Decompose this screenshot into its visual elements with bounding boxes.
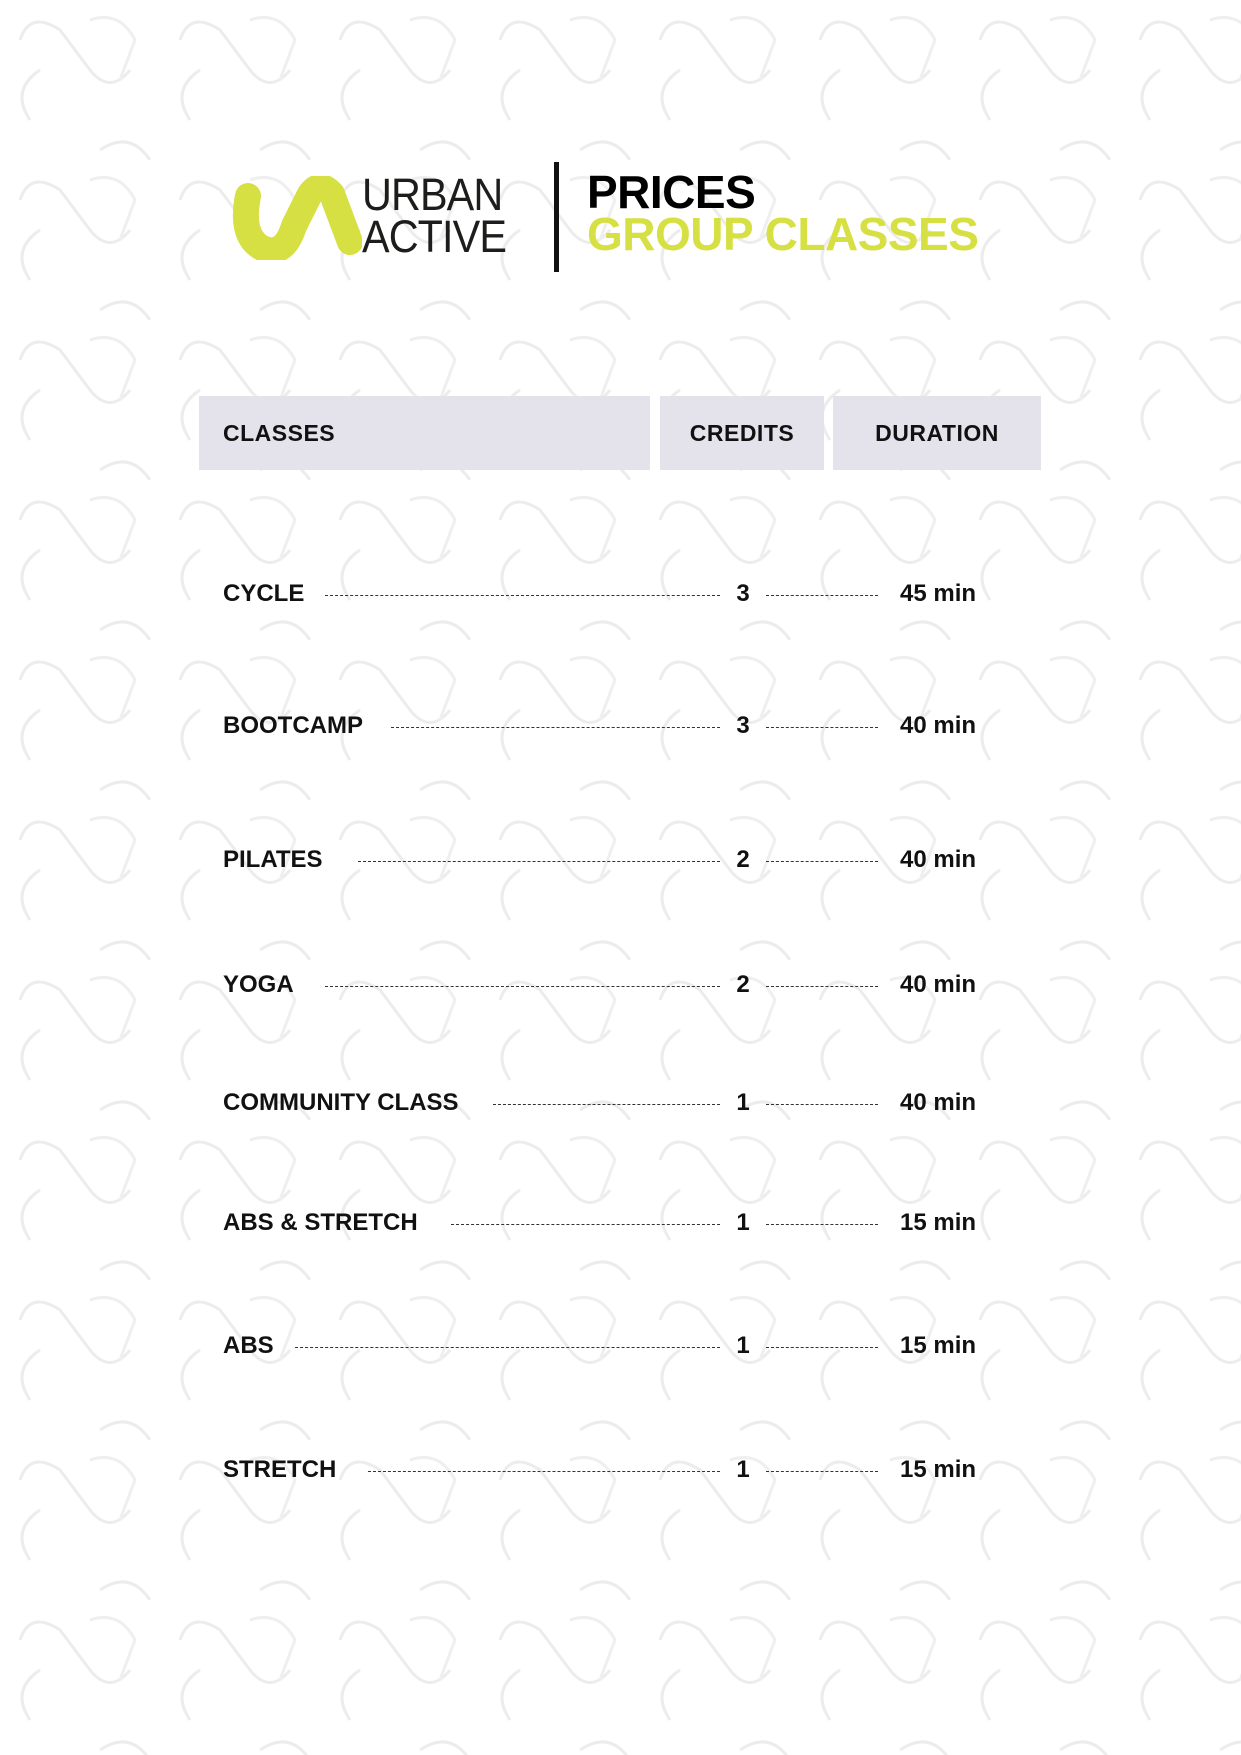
dotted-leader bbox=[766, 1224, 878, 1225]
header-label: DURATION bbox=[875, 419, 999, 446]
brand-line2: ACTIVE bbox=[362, 211, 507, 262]
dotted-leader bbox=[391, 727, 720, 728]
header-divider bbox=[554, 162, 559, 272]
class-duration: 40 min bbox=[899, 712, 977, 739]
class-duration: 40 min bbox=[899, 1089, 977, 1116]
page-title: PRICES bbox=[587, 166, 756, 218]
class-credits: 2 bbox=[736, 971, 750, 998]
table-row: YOGA 2 40 min bbox=[223, 971, 1023, 1001]
class-duration: 40 min bbox=[899, 846, 977, 873]
class-duration: 15 min bbox=[899, 1456, 977, 1483]
dotted-leader bbox=[493, 1104, 720, 1105]
table-row: STRETCH 1 15 min bbox=[223, 1456, 1023, 1486]
class-credits: 1 bbox=[736, 1209, 750, 1236]
class-credits: 3 bbox=[736, 580, 750, 607]
class-duration: 40 min bbox=[899, 971, 977, 998]
urban-active-logo-icon bbox=[232, 176, 362, 260]
header-label: CREDITS bbox=[689, 419, 795, 446]
dotted-leader bbox=[325, 986, 720, 987]
header-classes: CLASSES bbox=[199, 396, 650, 470]
page-subtitle: GROUP CLASSES bbox=[587, 208, 979, 260]
table-row: COMMUNITY CLASS 1 40 min bbox=[223, 1089, 1023, 1119]
dotted-leader bbox=[295, 1347, 720, 1348]
dotted-leader bbox=[766, 1347, 878, 1348]
class-name: ABS bbox=[223, 1332, 274, 1359]
table-row: ABS & STRETCH 1 15 min bbox=[223, 1209, 1023, 1239]
dotted-leader bbox=[325, 595, 720, 596]
header-label: CLASSES bbox=[223, 419, 336, 446]
class-duration: 45 min bbox=[899, 580, 977, 607]
class-name: YOGA bbox=[223, 971, 294, 998]
class-duration: 15 min bbox=[899, 1209, 977, 1236]
class-duration: 15 min bbox=[899, 1332, 977, 1359]
header-credits: CREDITS bbox=[660, 396, 824, 470]
table-row: ABS 1 15 min bbox=[223, 1332, 1023, 1362]
dotted-leader bbox=[766, 595, 878, 596]
table-row: BOOTCAMP 3 40 min bbox=[223, 712, 1023, 742]
class-credits: 2 bbox=[736, 846, 750, 873]
class-credits: 1 bbox=[736, 1089, 750, 1116]
dotted-leader bbox=[766, 986, 878, 987]
dotted-leader bbox=[766, 1104, 878, 1105]
class-name: COMMUNITY CLASS bbox=[223, 1089, 459, 1116]
brand-line1: URBAN bbox=[362, 169, 503, 220]
class-name: CYCLE bbox=[223, 580, 305, 607]
dotted-leader bbox=[451, 1224, 720, 1225]
class-credits: 1 bbox=[736, 1456, 750, 1483]
dotted-leader bbox=[766, 727, 878, 728]
header-duration: DURATION bbox=[833, 396, 1041, 470]
class-credits: 1 bbox=[736, 1332, 750, 1359]
dotted-leader bbox=[766, 1471, 878, 1472]
class-name: STRETCH bbox=[223, 1456, 337, 1483]
table-row: PILATES 2 40 min bbox=[223, 846, 1023, 876]
dotted-leader bbox=[368, 1471, 720, 1472]
dotted-leader bbox=[358, 861, 720, 862]
table-row: CYCLE 3 45 min bbox=[223, 580, 1023, 610]
dotted-leader bbox=[766, 861, 878, 862]
class-name: BOOTCAMP bbox=[223, 712, 363, 739]
class-credits: 3 bbox=[736, 712, 750, 739]
class-name: PILATES bbox=[223, 846, 323, 873]
class-name: ABS & STRETCH bbox=[223, 1209, 418, 1236]
